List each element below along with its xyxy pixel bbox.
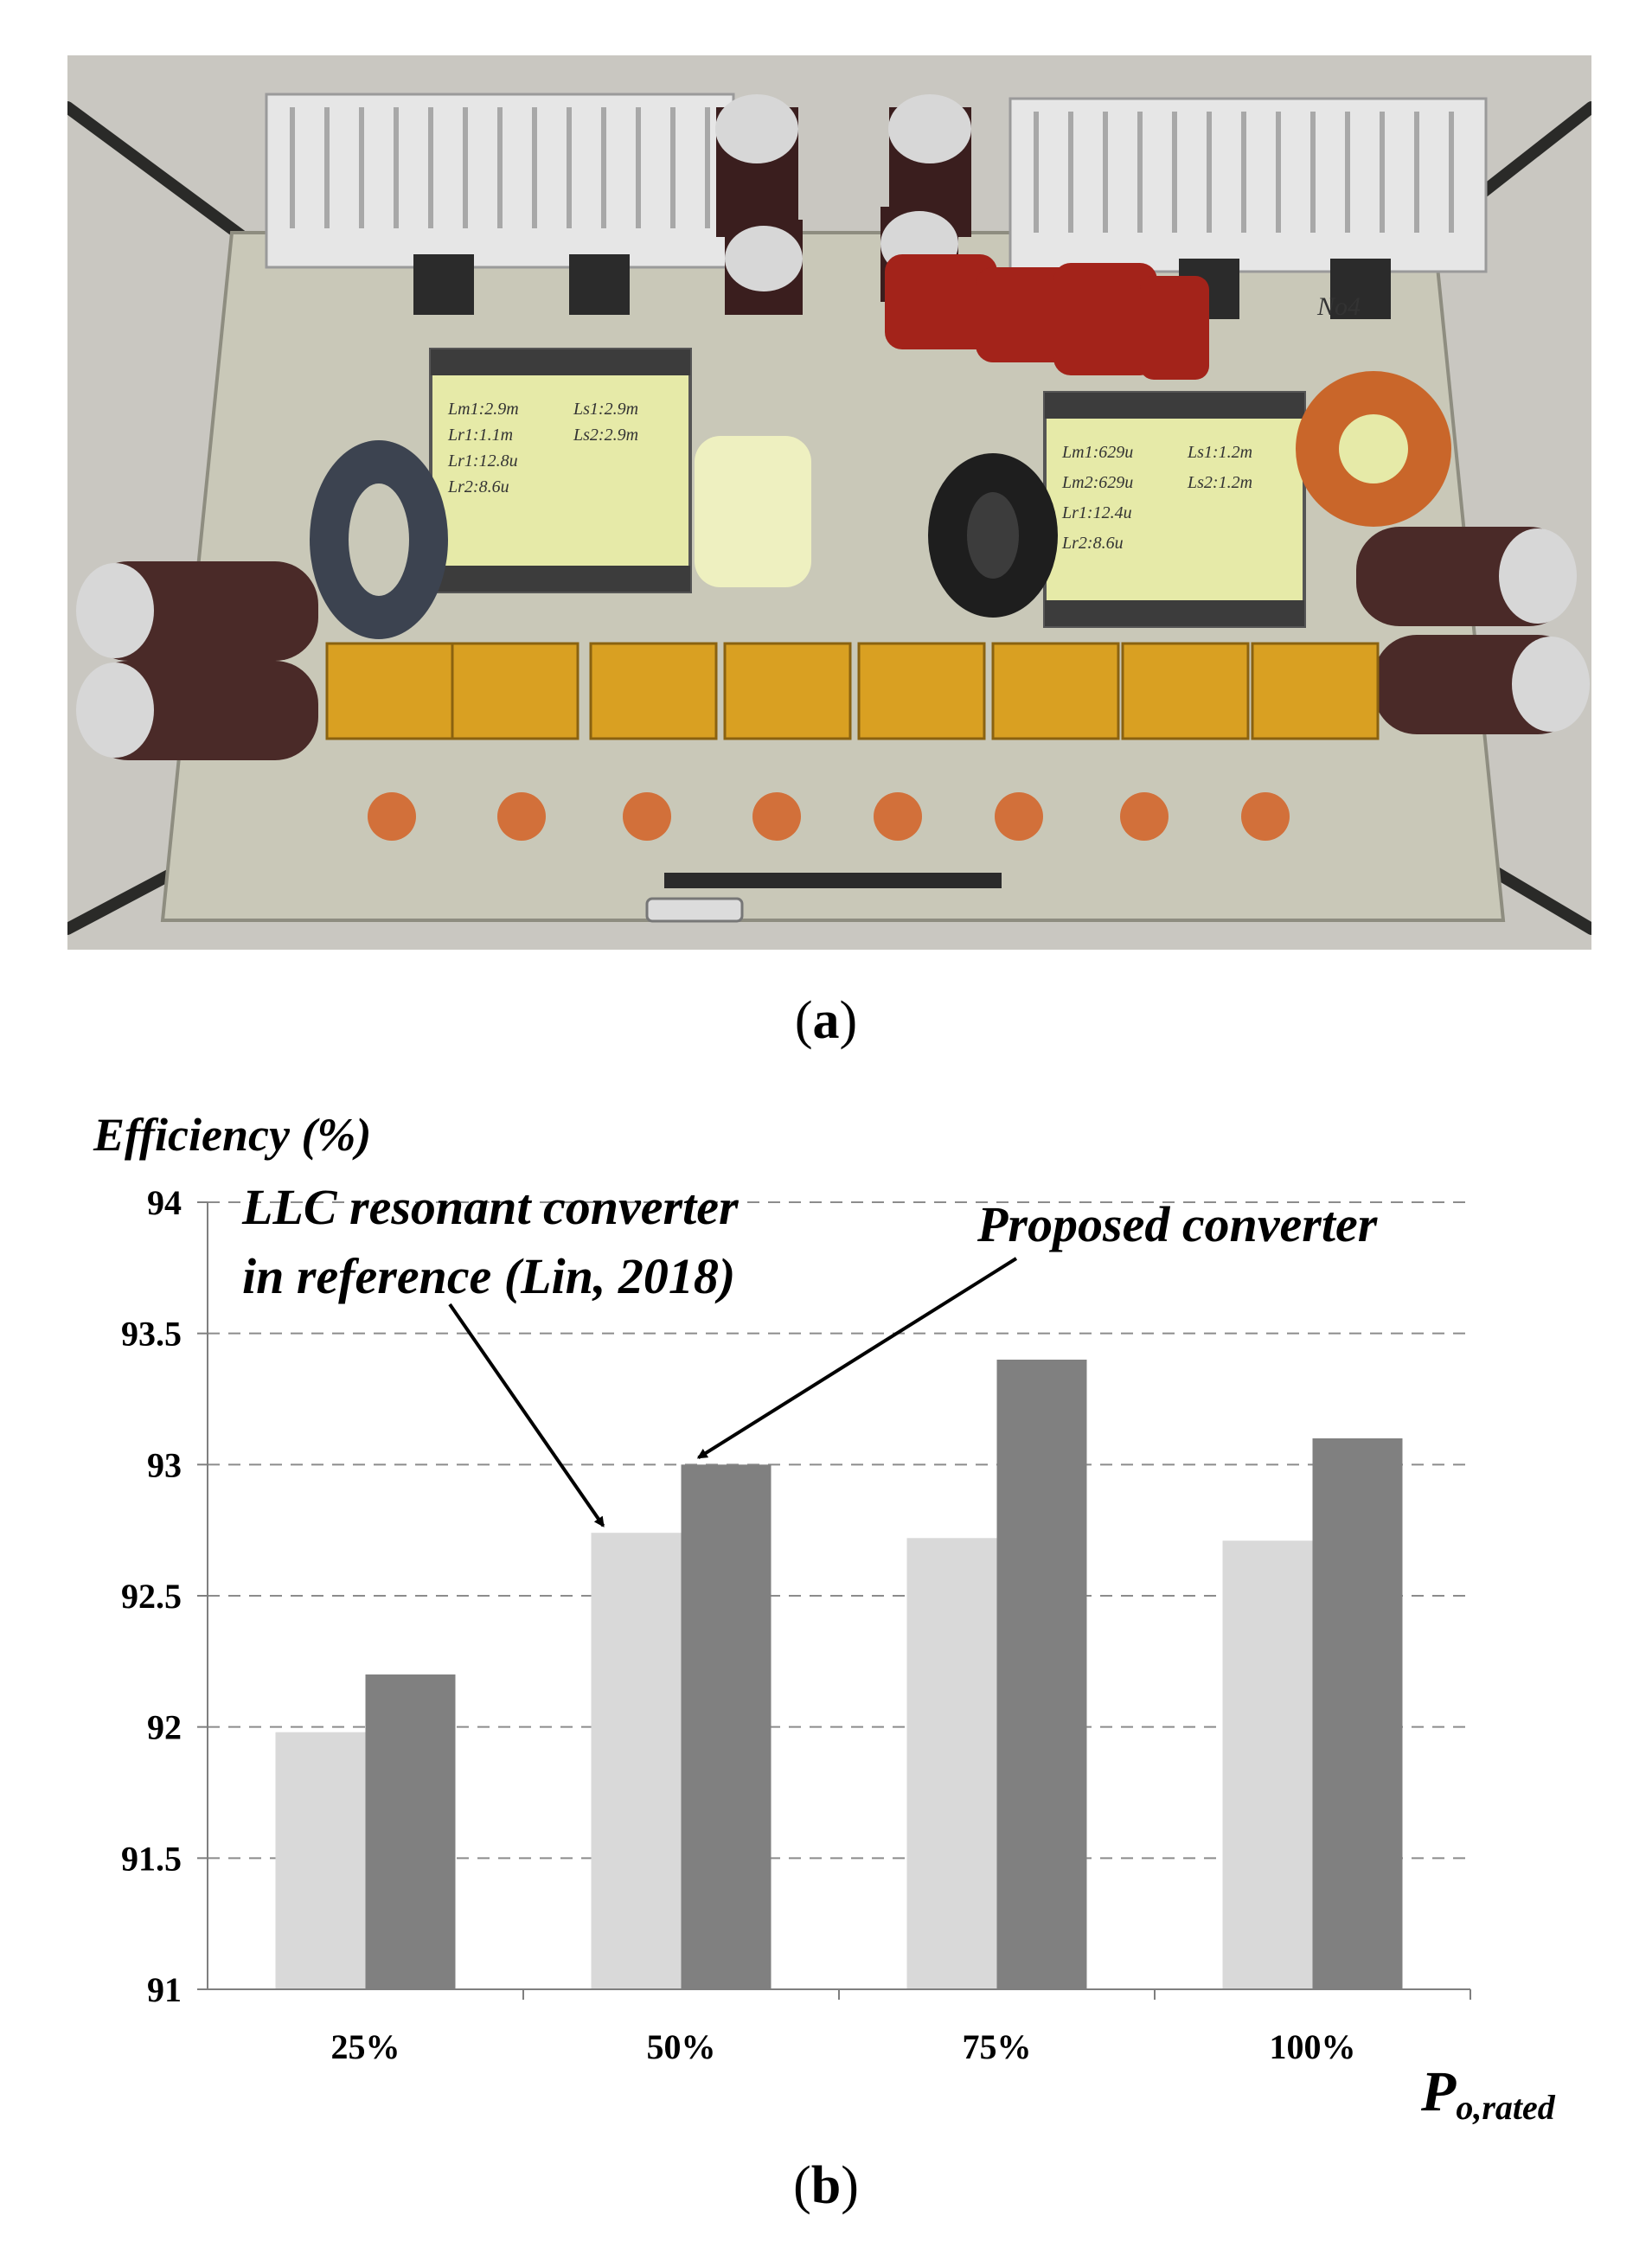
transformer-left-note: Lr1:1.1m [447,426,513,445]
transformer-right-note: Ls1:1.2m [1187,443,1252,462]
bars [275,1360,1403,1989]
bar-proposed [996,1360,1087,1989]
transformer-right-note: Lm2:629u [1061,473,1133,492]
tick-labels: 91 91.5 92 92.5 93 93.5 94 25% 50% 75% 100% [121,1183,1356,2066]
film-capacitors [885,254,1209,380]
annotation-text: LLC resonant converter in reference (Lin,… [241,1179,739,1304]
x-tick-label: 100% [1270,2027,1356,2066]
annotation-arrow [448,1303,605,1527]
transformer-right [1043,391,1306,628]
bar-reference [591,1533,682,1989]
y-tick-label: 92 [147,1708,182,1747]
caption-close-paren: ) [841,2156,859,2215]
x-axis-label: Po,rated [1420,2060,1556,2127]
transformer-left-note: Lm1:2.9m [447,400,519,419]
annotation-line: in reference (Lin, 2018) [242,1248,735,1304]
x-tick-label: 75% [963,2027,1032,2066]
transformer-left-note: Ls2:2.9m [573,426,638,445]
annotation-arrow [696,1257,1018,1460]
x-tick-label: 50% [647,2027,716,2066]
heatsink-right [1008,97,1488,273]
y-tick-label: 91.5 [121,1839,182,1878]
bar-reference [1222,1540,1313,1989]
bar-reference [906,1538,997,1989]
annotations: LLC resonant converter in reference (Lin,… [241,1179,1378,1527]
axes [197,1201,1471,2000]
y-axis-label: Efficiency (%) [93,1109,371,1161]
caption-open-paren: ( [794,991,813,1050]
transformer-right-note: Lr1:12.4u [1061,503,1132,522]
transformer-right-note: Ls2:1.2m [1187,473,1252,492]
y-tick-label: 93.5 [121,1315,182,1354]
bar-proposed [1312,1438,1403,1989]
inductors [310,371,1451,639]
y-tick-label: 94 [147,1183,182,1222]
transformer-left [429,348,692,593]
caption-open-paren: ( [793,2156,811,2215]
capacitors-top [715,94,971,315]
fuse [645,897,744,923]
y-tick-label: 93 [147,1445,182,1484]
transformer-left-note: Lr2:8.6u [447,477,509,496]
transformer-left-note: Ls1:2.9m [573,400,638,419]
bar-proposed [365,1674,456,1989]
caption-a: (a) [0,990,1652,1052]
capacitors-side [76,527,1590,760]
bar-proposed [681,1464,772,1989]
heatsink-left [265,93,735,269]
annotation-text: Proposed converter [976,1196,1378,1252]
efficiency-chart: 91 91.5 92 92.5 93 93.5 94 25% 50% 75% 100% Effici… [93,1109,1556,2127]
y-tick-label: 91 [147,1970,182,2009]
header-connector [664,873,1002,888]
gate-drive-toroids [368,792,1290,841]
caption-b: (b) [0,2155,1652,2217]
x-axis-label-subscript: o,rated [1456,2088,1555,2127]
transformer-right-note: Lr2:8.6u [1061,534,1124,553]
transformer-right-note: Lm1:629u [1061,443,1133,462]
power-switches-top [413,254,1391,319]
x-tick-label: 25% [331,2027,400,2066]
annotation-line: LLC resonant converter [241,1179,739,1235]
prototype-photo: Lm1:2.9m Lr1:1.1m Lr1:12.8u Lr2:8.6u Ls1… [67,55,1591,950]
caption-close-paren: ) [839,991,858,1050]
board-tag: No4 [1316,292,1361,321]
transformer-left-note: Lr1:12.8u [447,451,518,471]
bar-reference [275,1732,366,1989]
caption-letter: a [812,991,840,1050]
rectifier-heatsinks [325,642,1380,740]
y-tick-label: 92.5 [121,1577,182,1616]
annotation-line: Proposed converter [976,1196,1378,1252]
x-axis-label-main: P [1420,2060,1457,2123]
caption-letter: b [810,2156,842,2215]
